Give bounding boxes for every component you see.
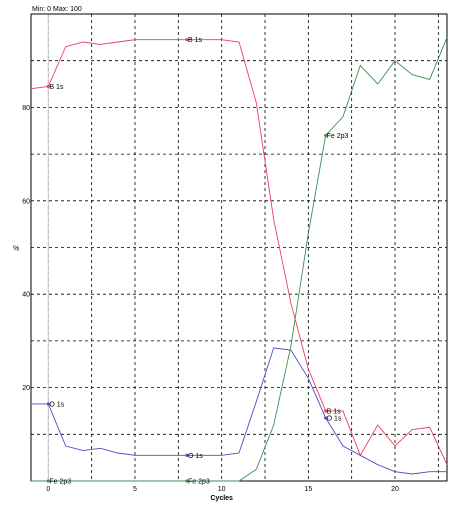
x-tick-label: 15 [304, 486, 312, 493]
annotation-marker [46, 479, 50, 483]
series-annotation-label: B 1s [188, 37, 203, 44]
series-annotation-label: B 1s [327, 408, 342, 415]
series-line-b-1s [30, 39, 448, 465]
annotation-marker [185, 479, 189, 483]
x-tick-label: 5 [133, 486, 137, 493]
x-axis-label: Cycles [210, 495, 233, 502]
y-axis-ticks: 20 40 60 80 [22, 105, 30, 392]
series-annotation-label: Fe 2p3 [188, 479, 210, 486]
y-tick-label: 80 [22, 105, 30, 112]
x-axis-ticks: 0 5 10 15 20 [46, 486, 399, 493]
y-axis-label: % [13, 246, 19, 253]
y-tick-label: 40 [22, 292, 30, 299]
annotation-marker [46, 84, 50, 88]
x-tick-label: 20 [391, 486, 399, 493]
series-line-o-1s [31, 347, 447, 475]
x-tick-label: 0 [46, 486, 50, 493]
y-tick-label: 60 [22, 198, 30, 205]
series-annotation-label: Fe 2p3 [327, 133, 349, 140]
annotation-marker [324, 133, 328, 138]
series-layer [30, 37, 448, 482]
min-max-label: Min: 0 Max: 100 [32, 6, 82, 13]
annotation-marker [46, 402, 50, 406]
series-annotation-label: O 1s [188, 453, 203, 460]
annotation-marker [185, 453, 189, 457]
series-annotation-label: B 1s [49, 84, 64, 91]
series-line-fe-2p3 [31, 37, 448, 482]
series-annotation-label: Fe 2p3 [49, 479, 71, 486]
annotation-marker [185, 38, 189, 42]
series-annotation-label: O 1s [49, 401, 64, 408]
series-annotation-label: O 1s [327, 415, 342, 422]
grid-layer [31, 14, 447, 481]
y-tick-label: 20 [22, 385, 30, 392]
annotation-marker [324, 409, 328, 413]
annotation-marker [324, 416, 328, 420]
x-tick-label: 10 [218, 486, 226, 493]
